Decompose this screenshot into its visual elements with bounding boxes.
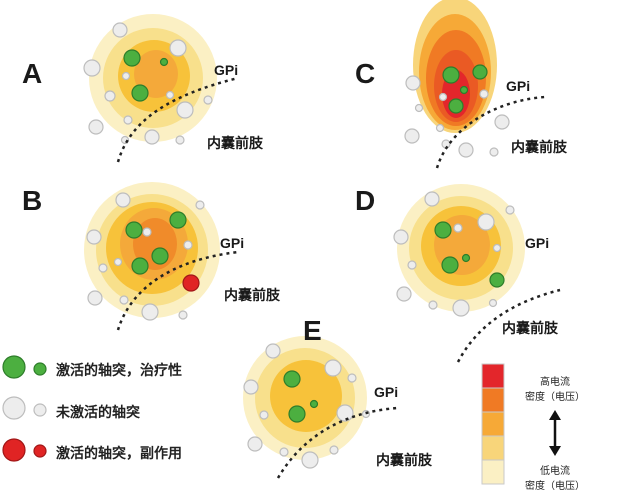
panel-b-axons [86, 192, 205, 321]
panel-b-side-effect-axon [182, 274, 200, 292]
panel-letter-e: E [303, 315, 322, 346]
legend-side-effect-large [2, 438, 26, 462]
scale-arrow [549, 410, 561, 456]
density-scale [481, 363, 505, 485]
scale-level-3 [481, 411, 505, 437]
gpi-label-a: GPi [214, 62, 239, 78]
panel-e-border-line [276, 406, 399, 479]
legend-side-effect-small [33, 444, 47, 458]
panel-a-active-axons [123, 49, 169, 102]
scale-low-label-2: 密度（电压） [525, 481, 585, 492]
panel-b-active-axons [125, 211, 187, 275]
panel-c-border-line [435, 95, 546, 169]
scale-high-label-2: 密度（电压） [525, 392, 585, 403]
panel-e-active-axons [283, 370, 319, 423]
panel-b-border-line [116, 250, 239, 331]
panel-letter-a: A [22, 58, 43, 89]
panel-a-border-line [116, 76, 239, 163]
scale-level-2 [481, 387, 505, 413]
panel-d-border-line [456, 288, 561, 363]
gpi-label-d: GPi [525, 235, 550, 251]
scale-low-label-1: 低电流 [540, 466, 570, 477]
capsule-label-a: 内囊前肢 [207, 136, 263, 152]
capsule-label-c: 内囊前肢 [511, 140, 567, 156]
capsule-label-d: 内囊前肢 [502, 321, 558, 337]
scale-level-1 [481, 363, 505, 389]
capsule-label-b: 内囊前肢 [224, 288, 280, 304]
panel-a-axons [83, 22, 213, 145]
panel-d-field [397, 184, 525, 312]
legend-inactive-large [2, 396, 26, 420]
panel-letter-b: B [22, 185, 43, 216]
gpi-label-e: GPi [374, 384, 399, 400]
panel-c-axons [404, 75, 510, 158]
panel-letter-c: C [355, 58, 376, 89]
panel-letter-d: D [355, 185, 376, 216]
panel-a-field [89, 14, 217, 142]
scale-level-5 [481, 459, 505, 485]
capsule-label-e: 内囊前肢 [376, 453, 432, 469]
panel-d-axons [393, 191, 515, 317]
panel-d-active-axons [434, 221, 505, 288]
legend-therapeutic-large [2, 355, 26, 379]
legend-inactive-small [33, 403, 47, 417]
panel-c-active-axons [442, 64, 488, 114]
legend-markers [2, 355, 47, 462]
legend-label-inactive: 未激活的轴突 [56, 405, 140, 421]
legend-therapeutic-small [33, 362, 47, 376]
scale-high-label-1: 高电流 [540, 377, 570, 388]
legend-label-therapeutic: 激活的轴突，治疗性 [56, 363, 182, 379]
gpi-label-c: GPi [506, 78, 531, 94]
legend-label-side-effect: 激活的轴突，副作用 [56, 446, 182, 462]
scale-level-4 [481, 435, 505, 461]
gpi-label-b: GPi [220, 235, 245, 251]
panel-e-axons [243, 343, 371, 469]
